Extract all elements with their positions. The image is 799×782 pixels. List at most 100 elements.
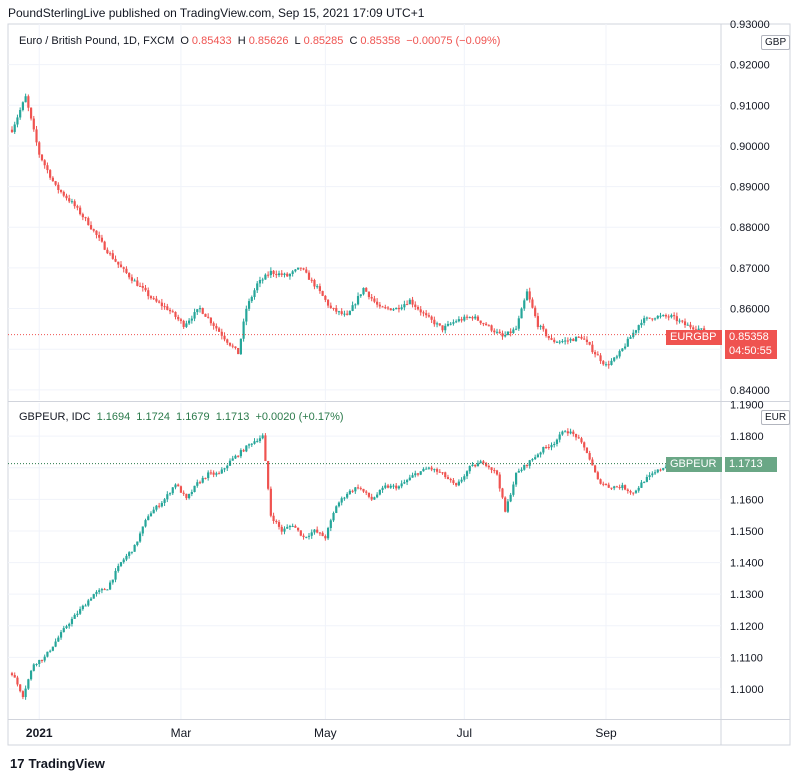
eurgbp-candle-body bbox=[637, 325, 640, 331]
eurgbp-candle-body bbox=[566, 340, 569, 342]
gbpeur-candle-body bbox=[114, 570, 117, 580]
gbpeur-candle-body bbox=[604, 484, 608, 486]
eurgbp-candle-body bbox=[198, 308, 202, 310]
eurgbp-candle-body bbox=[302, 268, 305, 270]
gbpeur-candle-body bbox=[256, 441, 259, 443]
eurgbp-candle-body bbox=[133, 280, 136, 282]
eurgbp-candle-body bbox=[572, 339, 575, 342]
gbpeur-candle-body bbox=[84, 605, 87, 607]
eurgbp-candle-body bbox=[160, 302, 163, 307]
gbpeur-candle-body bbox=[133, 544, 136, 552]
gbpeur-change: +0.0020 (+0.17%) bbox=[255, 411, 344, 423]
eurgbp-candle-body bbox=[237, 347, 240, 355]
eurgbp-candle-body bbox=[76, 206, 79, 208]
gbpeur-candle-body bbox=[59, 632, 63, 638]
gbpeur-candle-body bbox=[662, 468, 665, 470]
gbpeur-candle-body bbox=[318, 532, 322, 534]
gbpeur-candle-body bbox=[422, 468, 425, 472]
eurgbp-y-tick: 0.86000 bbox=[730, 304, 770, 316]
eurgbp-y-tick: 0.89000 bbox=[730, 182, 770, 194]
eurgbp-close-label: C bbox=[349, 35, 358, 47]
eurgbp-candle-body bbox=[362, 287, 365, 295]
eurgbp-y-tick: 0.84000 bbox=[730, 385, 770, 397]
eurgbp-candle-body bbox=[438, 323, 441, 326]
gbpeur-candle-body bbox=[89, 598, 93, 601]
eurgbp-candle-body bbox=[446, 323, 450, 326]
gbpeur-candle-body bbox=[307, 535, 311, 537]
gbpeur-candle-body bbox=[87, 600, 90, 606]
gbpeur-candle-body bbox=[362, 488, 365, 492]
gbpeur-candle-body bbox=[144, 520, 147, 527]
tradingview-footer[interactable]: 17 TradingView bbox=[10, 756, 105, 771]
eurgbp-candle-body bbox=[419, 309, 422, 313]
gbpeur-candle-body bbox=[531, 459, 534, 461]
gbpeur-candle-body bbox=[122, 559, 125, 563]
gbpeur-candle-body bbox=[267, 461, 270, 489]
gbpeur-candle-body bbox=[46, 651, 49, 657]
eurgbp-candle-body bbox=[272, 270, 275, 274]
gbpeur-candle-body bbox=[258, 438, 262, 442]
gbpeur-legend: GBPEUR, IDC 1.1694 1.1724 1.1679 1.1713 … bbox=[19, 411, 347, 423]
eurgbp-candle-body bbox=[332, 307, 335, 309]
gbpeur-candle-body bbox=[389, 485, 392, 488]
gbpeur-candle-body bbox=[482, 461, 485, 464]
eurgbp-candle-body bbox=[531, 299, 534, 308]
gbpeur-candle-body bbox=[286, 527, 289, 529]
gbpeur-candle-body bbox=[594, 465, 597, 473]
eurgbp-candle-body bbox=[130, 277, 133, 281]
eurgbp-candle-body bbox=[144, 287, 147, 291]
eurgbp-candle-body bbox=[136, 280, 139, 286]
gbpeur-candle-body bbox=[359, 488, 362, 490]
eurgbp-candle-body bbox=[681, 320, 684, 322]
eurgbp-candle-body bbox=[168, 309, 172, 312]
eurgbp-y-tick: 0.93000 bbox=[730, 19, 770, 31]
gbpeur-candle-body bbox=[471, 464, 474, 467]
eurgbp-candle-body bbox=[354, 304, 357, 306]
gbpeur-candle-body bbox=[103, 589, 106, 591]
eurgbp-y-tick: 0.92000 bbox=[730, 60, 770, 72]
eurgbp-candle-body bbox=[425, 313, 428, 316]
eurgbp-candle-body bbox=[286, 273, 289, 277]
eurgbp-candle-body bbox=[482, 323, 485, 325]
eurgbp-candle-body bbox=[267, 274, 270, 276]
gbpeur-candle-body bbox=[220, 469, 223, 474]
gbpeur-candle-body bbox=[405, 480, 409, 483]
eurgbp-candle-body bbox=[435, 323, 439, 325]
gbpeur-candle-body bbox=[141, 526, 144, 534]
gbpeur-candle-body bbox=[547, 447, 550, 449]
eurgbp-candle-body bbox=[626, 338, 629, 347]
gbpeur-candle-body bbox=[441, 472, 444, 474]
eurgbp-candle-body bbox=[177, 316, 180, 320]
gbpeur-candle-body bbox=[149, 513, 153, 517]
gbpeur-candle-body bbox=[403, 482, 406, 484]
eurgbp-open: 0.85433 bbox=[191, 35, 232, 47]
gbpeur-candle-body bbox=[340, 498, 343, 503]
gbpeur-candle-body bbox=[648, 475, 651, 477]
eurgbp-candle-body bbox=[501, 333, 504, 337]
eurgbp-candle-body bbox=[397, 307, 401, 310]
gbpeur-candle-body bbox=[346, 493, 349, 498]
gbpeur-candle-body bbox=[416, 473, 420, 475]
eurgbp-candle-body bbox=[73, 201, 76, 207]
eurgbp-candle-body bbox=[457, 319, 460, 322]
gbpeur-candle-body bbox=[247, 444, 251, 446]
gbpeur-currency-label[interactable]: EUR bbox=[761, 410, 791, 425]
eurgbp-candle-body bbox=[245, 308, 248, 322]
gbpeur-candle-body bbox=[316, 529, 319, 533]
gbpeur-candle-body bbox=[613, 486, 616, 489]
gbpeur-candle-body bbox=[588, 453, 591, 460]
eurgbp-candle-body bbox=[536, 316, 539, 327]
eurgbp-candle-body bbox=[692, 327, 695, 330]
eurgbp-currency-label[interactable]: GBP bbox=[761, 35, 791, 50]
eurgbp-candle-body bbox=[468, 317, 471, 319]
gbpeur-candle-body bbox=[504, 497, 507, 512]
gbpeur-candle-body bbox=[607, 484, 610, 488]
gbpeur-candle-body bbox=[182, 492, 185, 494]
eurgbp-candle-body bbox=[269, 270, 272, 276]
gbpeur-candle-body bbox=[288, 526, 292, 528]
gbpeur-low: 1.1679 bbox=[176, 411, 210, 423]
gbpeur-candle-body bbox=[558, 434, 561, 440]
gbpeur-candle-body bbox=[485, 463, 488, 466]
gbpeur-candle-body bbox=[297, 527, 300, 531]
